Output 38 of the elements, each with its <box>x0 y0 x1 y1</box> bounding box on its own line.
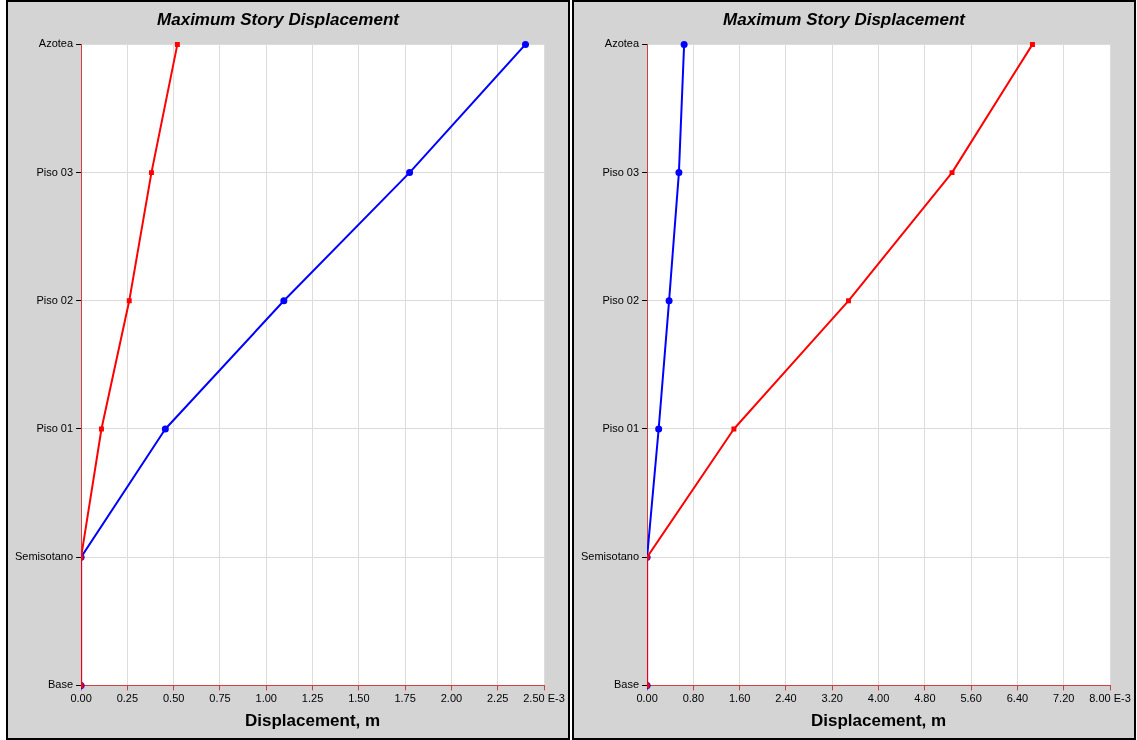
x-tick-label: 7.20 <box>1053 692 1075 705</box>
x-tick-label: 2.40 <box>775 692 797 705</box>
x-tick-label: 0.25 <box>116 692 139 705</box>
x-tick-label: 2.50 E-3 <box>523 692 565 705</box>
x-tick-label: 8.00 E-3 <box>1089 692 1131 705</box>
chart-title: Maximum Story Displacement <box>723 9 967 29</box>
x-tick-label: 2.25 <box>487 692 509 705</box>
x-tick-label: 0.80 <box>682 692 705 705</box>
y-tick-label: Semisotano <box>580 550 640 563</box>
x-tick-label: 1.75 <box>394 692 416 705</box>
x-tick-label: 5.60 <box>960 692 982 705</box>
x-tick-label: 0.00 <box>636 692 658 705</box>
x-tick-label: 0.75 <box>209 692 231 705</box>
y-tick-label: Azotea <box>38 37 74 50</box>
y-tick-label: Base <box>614 678 640 691</box>
x-axis-title: Displacement, m <box>810 711 947 731</box>
y-tick-label: Piso 03 <box>36 165 74 178</box>
y-tick-label: Piso 01 <box>36 422 74 435</box>
y-tick-label: Base <box>48 678 74 691</box>
x-tick-label: 4.00 <box>867 692 890 705</box>
y-tick-label: Piso 02 <box>602 293 640 306</box>
x-tick-label: 6.40 <box>1006 692 1029 705</box>
x-tick-label: 3.20 <box>821 692 843 705</box>
x-tick-label: 1.50 <box>348 692 370 705</box>
x-tick-label: 4.80 <box>914 692 936 705</box>
x-axis-title: Displacement, m <box>244 711 381 731</box>
y-tick-label: Azotea <box>604 37 640 50</box>
x-tick-label: 2.00 <box>440 692 463 705</box>
x-tick-label: 1.60 <box>728 692 751 705</box>
y-tick-label: Piso 02 <box>36 293 74 306</box>
x-tick-label: 0.00 <box>70 692 92 705</box>
chart-title: Maximum Story Displacement <box>157 9 401 29</box>
y-tick-label: Semisotano <box>14 550 74 563</box>
x-tick-label: 0.50 <box>162 692 185 705</box>
y-tick-label: Piso 03 <box>602 165 640 178</box>
x-tick-label: 1.25 <box>301 692 324 705</box>
x-tick-label: 1.00 <box>255 692 277 705</box>
y-tick-label: Piso 01 <box>602 422 640 435</box>
